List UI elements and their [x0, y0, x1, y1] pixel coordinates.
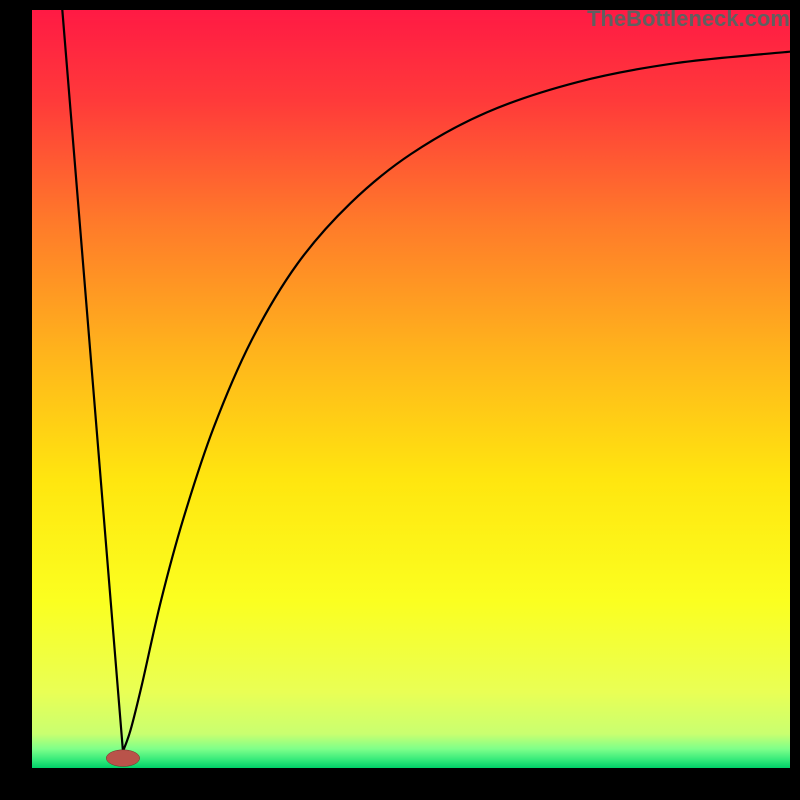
bottleneck-chart [32, 10, 790, 768]
gradient-background [32, 10, 790, 768]
optimum-marker [106, 750, 139, 767]
watermark-text: TheBottleneck.com [587, 6, 790, 32]
